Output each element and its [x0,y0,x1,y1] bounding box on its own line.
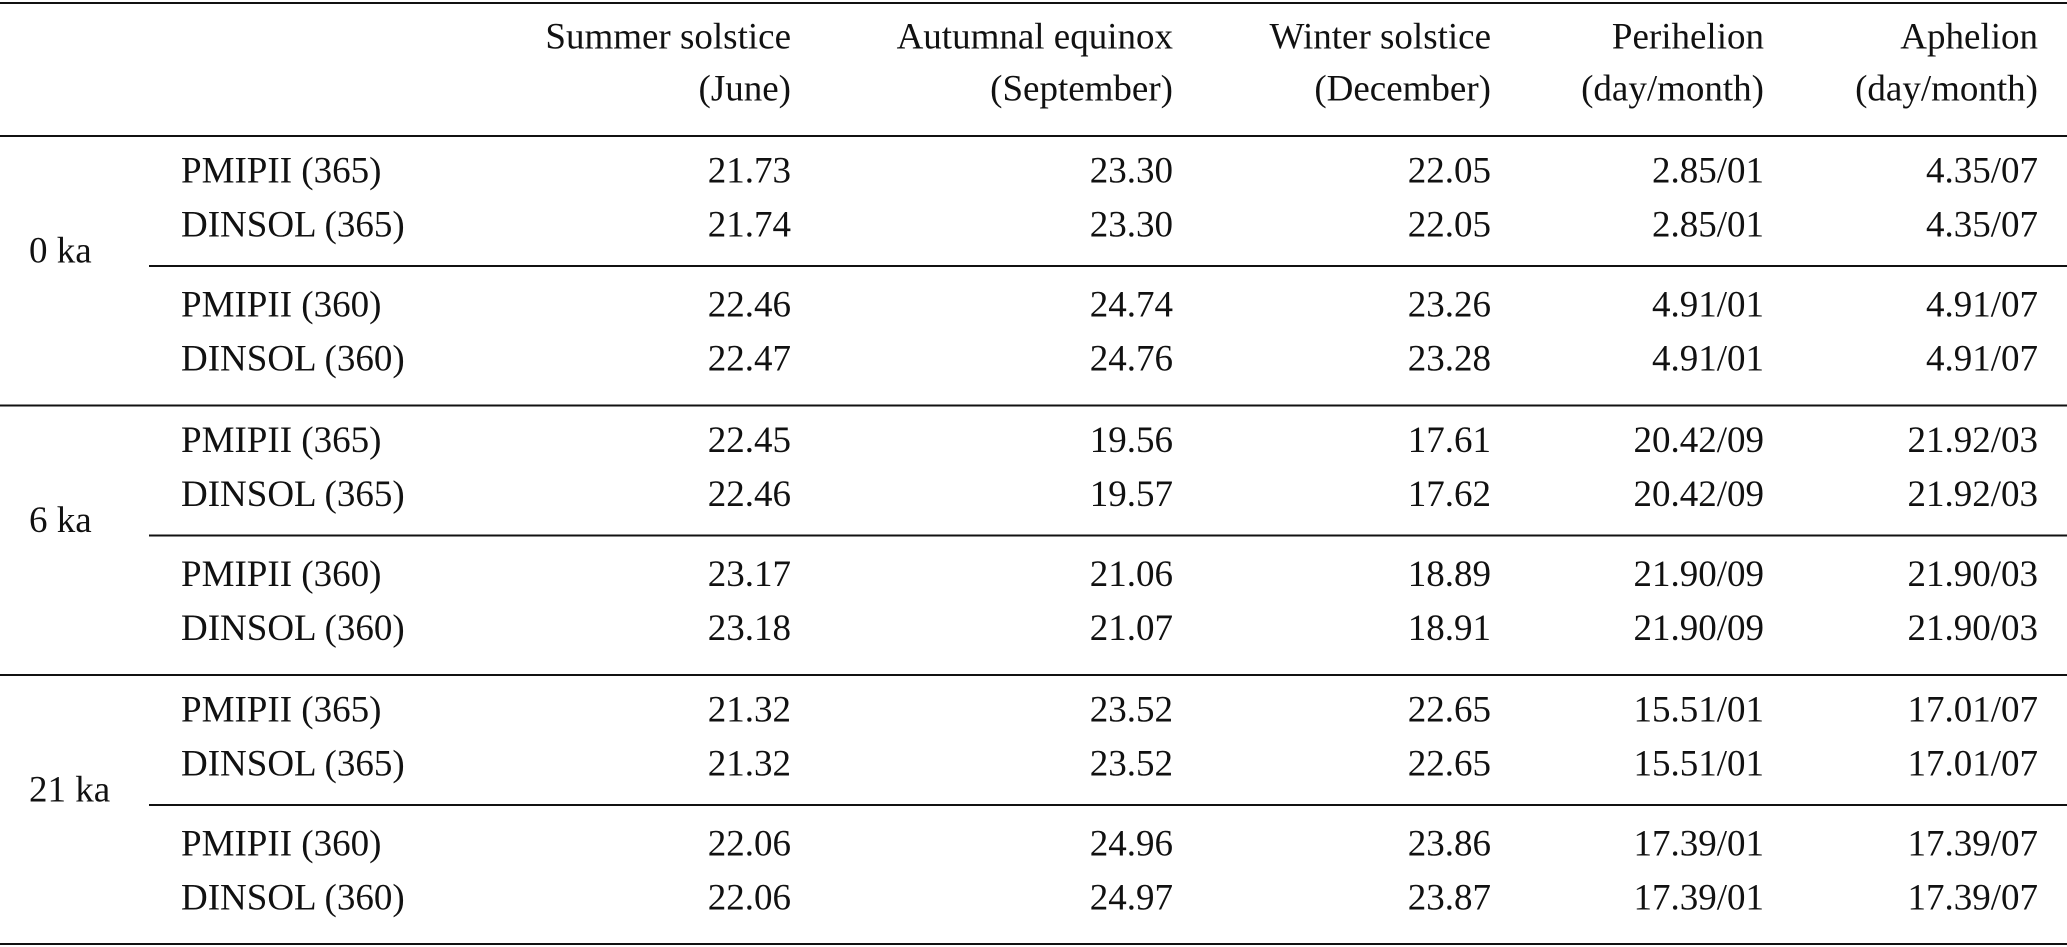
cell: 2.85/01 [1652,150,1764,191]
row-label: PMIPII (360) [181,284,381,325]
cell: 19.56 [1090,420,1173,461]
cell: 22.46 [708,474,791,515]
cell: 22.05 [1408,150,1491,191]
cell: 22.06 [708,877,791,918]
cell: 4.91/07 [1926,338,2038,379]
cell: 4.35/07 [1926,204,2038,245]
cell: 4.91/01 [1652,338,1764,379]
cell: 22.06 [708,823,791,864]
cell: 17.61 [1408,420,1491,461]
cell: 21.07 [1090,608,1173,649]
cell: 22.65 [1408,743,1491,784]
column-header: (June) [699,68,791,109]
cell: 17.39/07 [1907,823,2038,864]
cell: 23.28 [1408,338,1491,379]
cell: 23.30 [1090,204,1173,245]
cell: 21.92/03 [1907,420,2038,461]
cell: 21.32 [708,689,791,730]
cell: 18.89 [1408,554,1491,595]
cell: 22.46 [708,284,791,325]
group-label: 0 ka [29,230,92,271]
cell: 22.65 [1408,689,1491,730]
cell: 23.87 [1408,877,1491,918]
cell: 17.62 [1408,474,1491,515]
cell: 22.45 [708,420,791,461]
cell: 22.05 [1408,204,1491,245]
row-label: DINSOL (360) [181,608,405,649]
row-label: PMIPII (365) [181,150,381,191]
cell: 22.47 [708,338,791,379]
cell: 21.90/03 [1907,554,2038,595]
cell: 20.42/09 [1633,474,1764,515]
cell: 23.52 [1090,689,1173,730]
column-header: (September) [990,68,1173,109]
column-header: Summer solstice [545,16,791,57]
cell: 23.86 [1408,823,1491,864]
cell: 23.30 [1090,150,1173,191]
row-label: PMIPII (365) [181,420,381,461]
cell: 23.52 [1090,743,1173,784]
cell: 15.51/01 [1633,689,1764,730]
column-header: Winter solstice [1270,16,1491,57]
row-label: PMIPII (360) [181,823,381,864]
row-label: DINSOL (365) [181,204,405,245]
cell: 19.57 [1090,474,1173,515]
cell: 4.35/07 [1926,150,2038,191]
cell: 17.39/01 [1633,823,1764,864]
column-header: (day/month) [1581,68,1764,109]
cell: 21.32 [708,743,791,784]
cell: 21.90/09 [1633,554,1764,595]
cell: 21.73 [708,150,791,191]
row-label: PMIPII (360) [181,554,381,595]
cell: 15.51/01 [1633,743,1764,784]
cell: 24.96 [1090,823,1173,864]
cell: 23.18 [708,608,791,649]
group-label: 6 ka [29,500,92,541]
cell: 17.39/01 [1633,877,1764,918]
cell: 21.92/03 [1907,474,2038,515]
cell: 21.90/03 [1907,608,2038,649]
cell: 21.74 [708,204,791,245]
cell: 21.90/09 [1633,608,1764,649]
cell: 23.26 [1408,284,1491,325]
row-label: PMIPII (365) [181,689,381,730]
cell: 20.42/09 [1633,420,1764,461]
row-label: DINSOL (360) [181,338,405,379]
cell: 24.76 [1090,338,1173,379]
cell: 17.39/07 [1907,877,2038,918]
cell: 21.06 [1090,554,1173,595]
cell: 17.01/07 [1907,689,2038,730]
cell: 4.91/01 [1652,284,1764,325]
column-header: Aphelion [1900,16,2038,57]
cell: 18.91 [1408,608,1491,649]
column-header: (day/month) [1855,68,2038,109]
cell: 2.85/01 [1652,204,1764,245]
group-label: 21 ka [29,769,110,810]
column-header: Perihelion [1612,16,1764,57]
column-header: Autumnal equinox [897,16,1174,57]
cell: 23.17 [708,554,791,595]
column-header: (December) [1314,68,1491,109]
cell: 17.01/07 [1907,743,2038,784]
cell: 4.91/07 [1926,284,2038,325]
row-label: DINSOL (365) [181,474,405,515]
row-label: DINSOL (360) [181,877,405,918]
cell: 24.97 [1090,877,1173,918]
row-label: DINSOL (365) [181,743,405,784]
cell: 24.74 [1090,284,1173,325]
